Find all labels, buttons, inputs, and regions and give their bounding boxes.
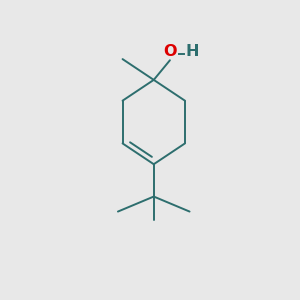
Text: H: H (185, 44, 199, 59)
Text: O: O (163, 44, 177, 59)
